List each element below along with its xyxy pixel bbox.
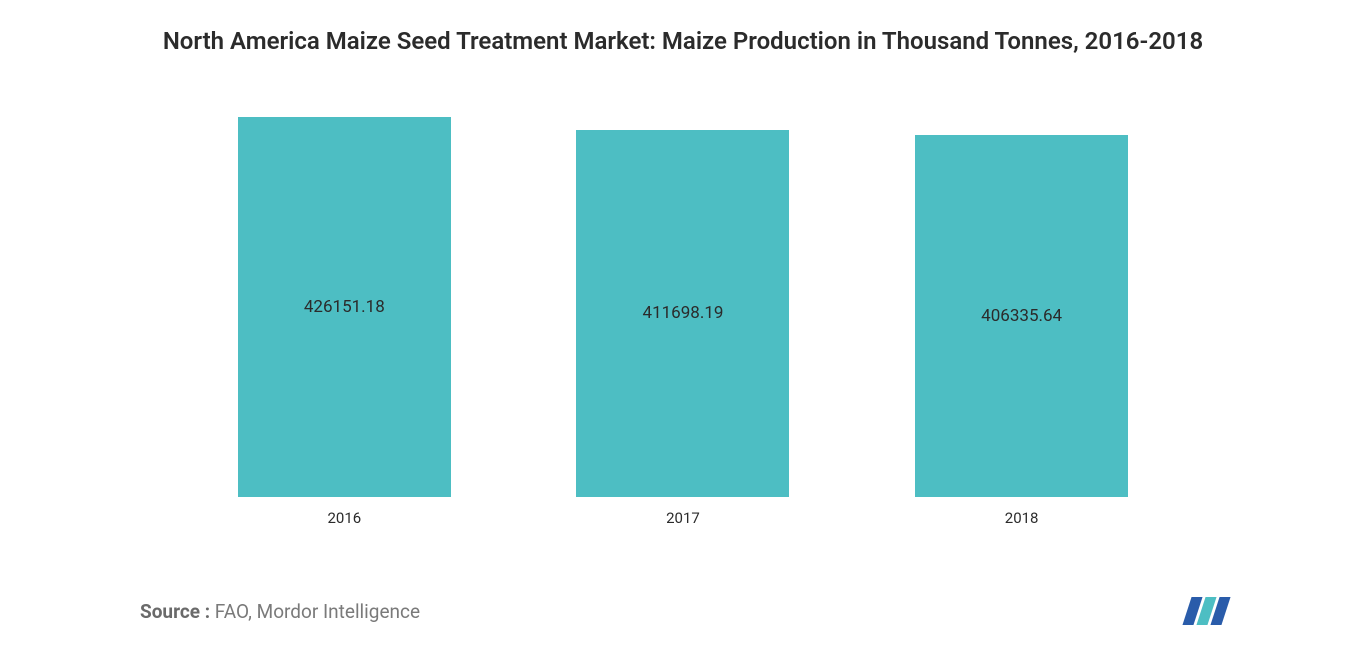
x-axis-label: 2017 [666,509,700,527]
bar-wrapper: 406335.64 2018 [915,89,1128,527]
chart-title: North America Maize Seed Treatment Marke… [55,25,1311,59]
x-axis-label: 2018 [1005,509,1039,527]
bar-value-label: 411698.19 [643,303,724,323]
logo-bars-icon [1182,597,1230,625]
plot-area: 426151.18 2016 411698.19 2017 406335.64 2018 [55,89,1311,527]
bar: 406335.64 [915,135,1128,497]
bar-wrapper: 426151.18 2016 [238,89,451,527]
x-axis-label: 2016 [327,509,361,527]
source-value: FAO, Mordor Intelligence [210,600,420,623]
source-citation: Source : FAO, Mordor Intelligence [140,600,420,623]
source-row: Source : FAO, Mordor Intelligence [55,597,1311,625]
bar-value-label: 406335.64 [981,306,1062,326]
bar-value-label: 426151.18 [304,297,385,317]
bar-wrapper: 411698.19 2017 [576,89,789,527]
source-prefix: Source : [140,600,210,623]
mordor-logo [1187,597,1226,625]
bar: 426151.18 [238,117,451,497]
chart-container: North America Maize Seed Treatment Marke… [0,0,1366,655]
bar: 411698.19 [576,130,789,497]
